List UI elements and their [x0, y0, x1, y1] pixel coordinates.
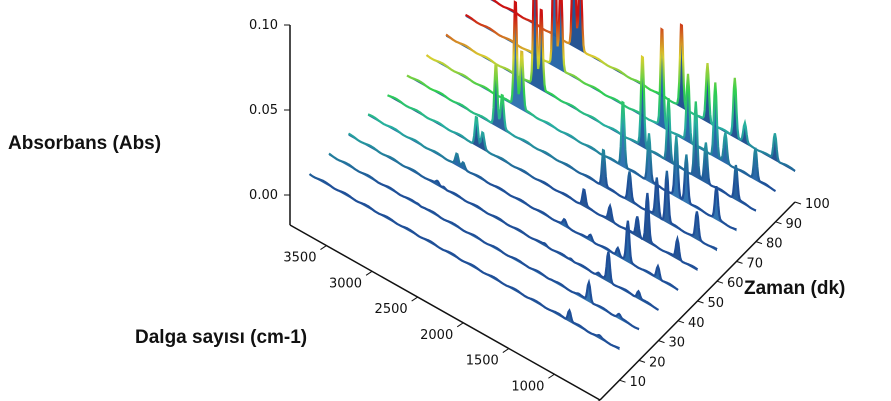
y-tick-label: 50 — [708, 296, 725, 311]
y-tick-mark — [775, 221, 782, 225]
y-tick-label: 10 — [630, 375, 647, 390]
y-tick-label: 80 — [766, 237, 783, 252]
tick-labels: 0.100.050.003500300025002000150010005001… — [249, 18, 830, 401]
spectrum-line-20 — [328, 152, 640, 331]
spectrum-line-70 — [425, 0, 737, 231]
y-tick-label: 30 — [669, 336, 686, 351]
y-tick-label: 20 — [649, 355, 666, 370]
x-tick-mark — [456, 322, 464, 328]
y-tick-mark — [677, 320, 685, 324]
spectrum-line-50 — [387, 94, 699, 271]
y-tick-mark — [619, 379, 626, 383]
y-tick-mark — [697, 300, 704, 304]
y-tick-mark — [794, 201, 802, 205]
z-tick-label: 0.10 — [249, 18, 278, 33]
spectrum-line-30 — [347, 132, 660, 311]
y-tick-label: 90 — [786, 217, 803, 232]
y-tick-label: 60 — [727, 276, 744, 291]
y-tick-mark — [736, 260, 743, 264]
spectrum-line-80 — [445, 0, 757, 212]
x-tick-mark — [320, 245, 327, 251]
z-tick-label: 0.00 — [249, 188, 278, 203]
x-tick-label: 2000 — [420, 328, 453, 343]
y-tick-mark — [755, 241, 763, 245]
x-tick-label: 3500 — [283, 251, 316, 266]
y-tick-label: 40 — [688, 316, 705, 331]
x-axis-title: Dalga sayısı (cm-1) — [135, 327, 307, 348]
x-tick-mark — [548, 373, 555, 379]
x-tick-label: 3000 — [329, 276, 362, 291]
z-tick-label: 0.05 — [249, 103, 278, 118]
x-tick-mark — [365, 270, 373, 276]
x-tick-label: 1500 — [466, 354, 499, 369]
x-axis-line — [289, 224, 601, 401]
x-tick-mark — [411, 296, 418, 302]
y-axis-title: Zaman (dk) — [744, 278, 845, 299]
y-tick-mark — [658, 340, 665, 344]
x-tick-label: 1000 — [511, 379, 544, 394]
spectrum-line-60 — [406, 64, 718, 251]
x-tick-label: 2500 — [375, 302, 408, 317]
y-tick-label: 100 — [805, 197, 830, 212]
spectrum-line-10 — [308, 173, 620, 350]
surface-mesh — [308, 0, 796, 351]
y-tick-mark — [638, 359, 646, 363]
x-tick-mark — [502, 348, 510, 353]
y-tick-mark — [716, 280, 724, 284]
spectrum-line-40 — [367, 113, 679, 291]
z-axis-title: Absorbans (Abs) — [8, 133, 161, 154]
y-tick-label: 70 — [747, 256, 764, 271]
